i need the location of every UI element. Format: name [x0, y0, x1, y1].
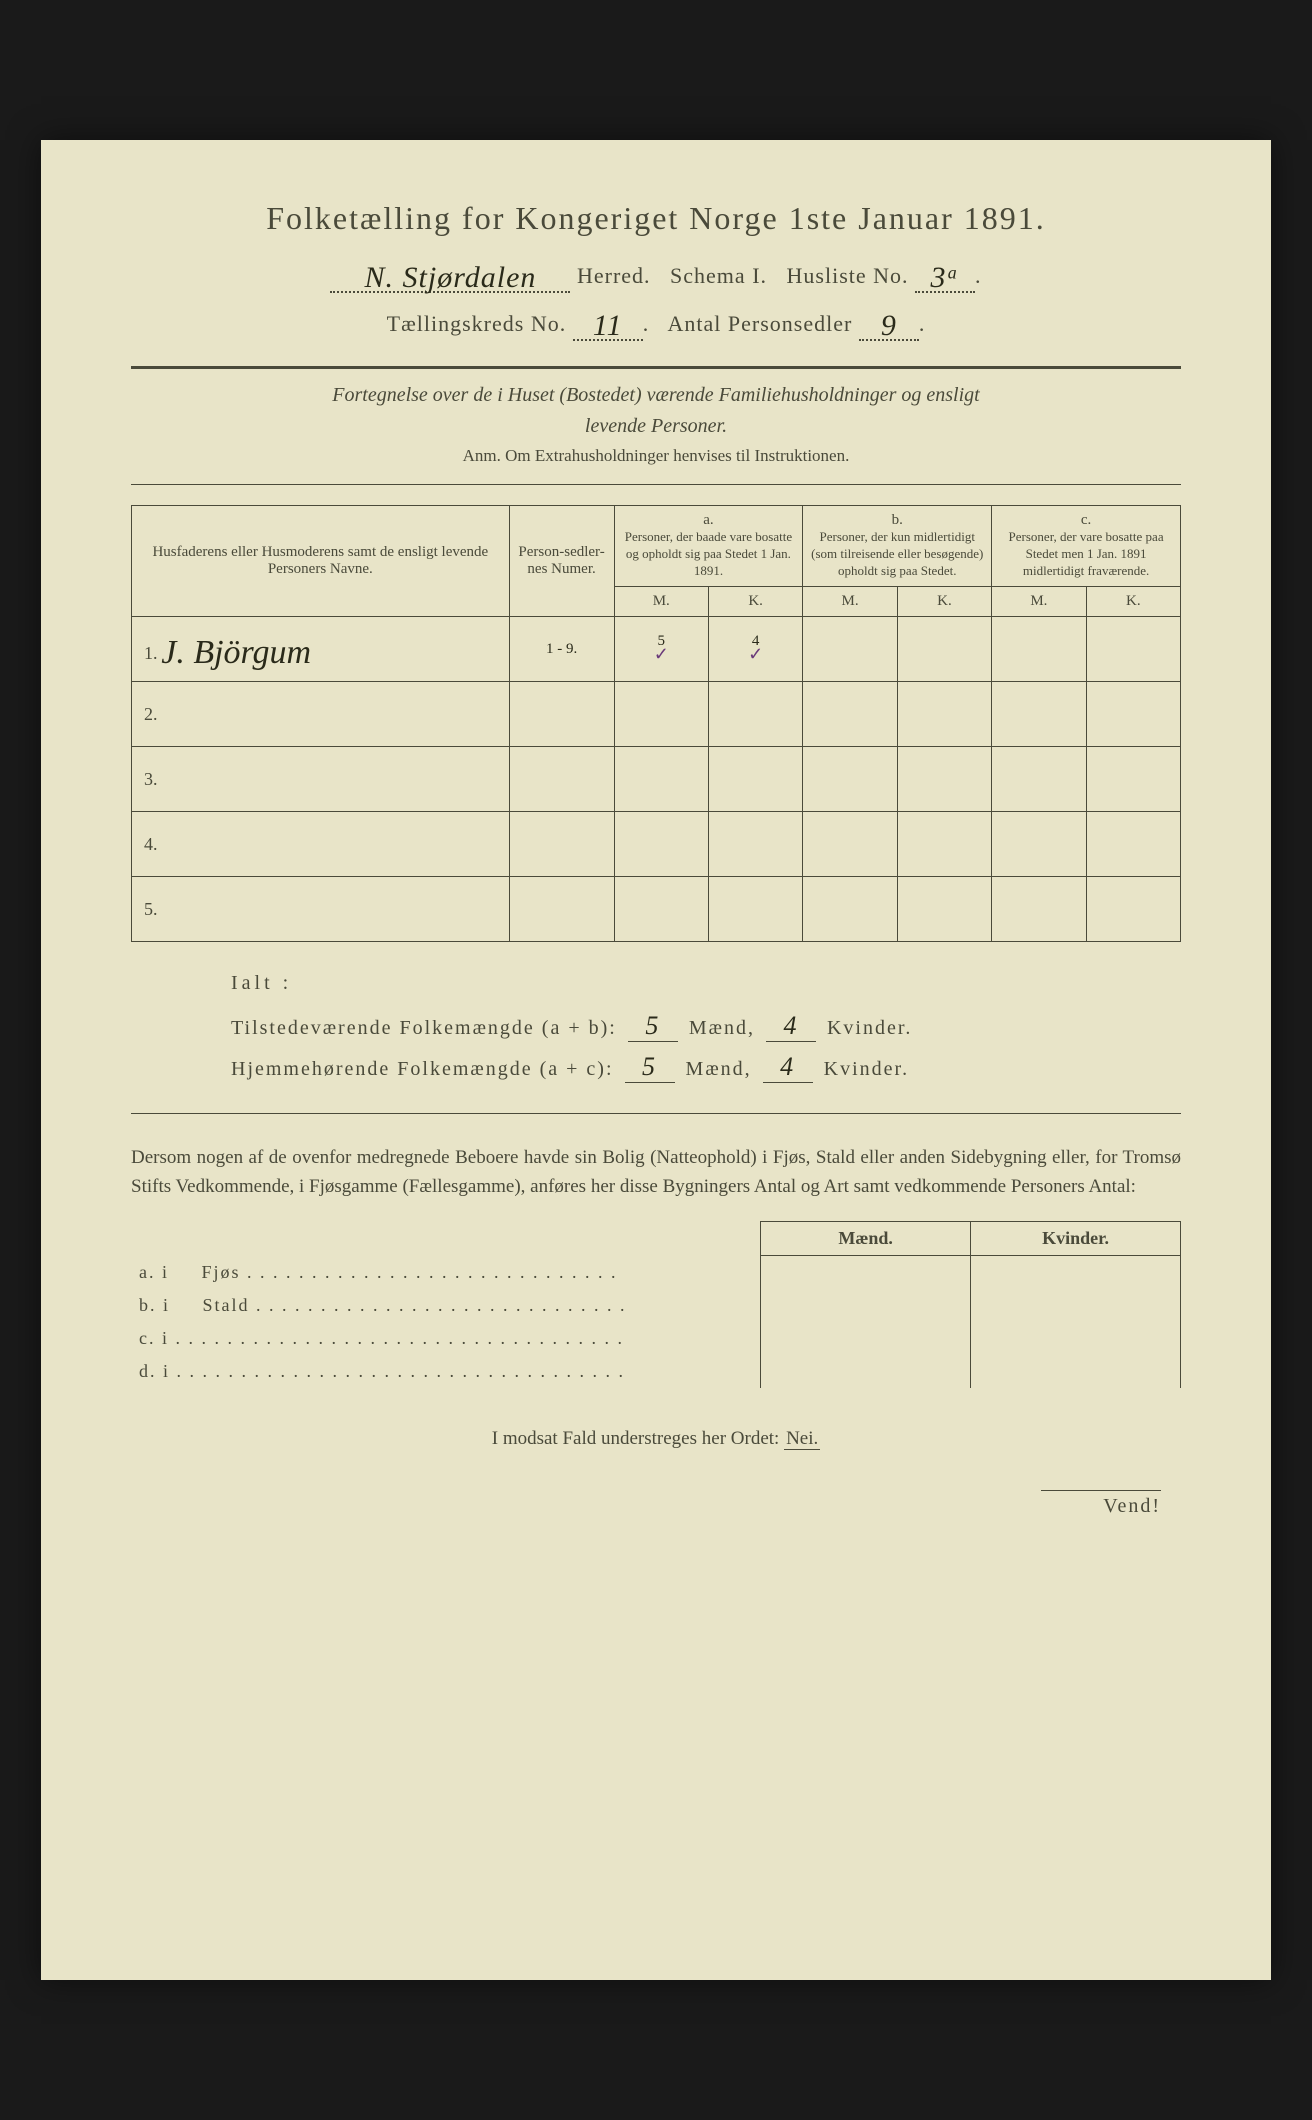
sum-line-1: Tilstedeværende Folkemængde (a + b): 5 M… [231, 1011, 1181, 1042]
husliste-value: 3ᵃ [931, 261, 960, 294]
header-line-3: Tællingskreds No. 11. Antal Personsedler… [131, 305, 1181, 341]
row1-ck [1086, 617, 1180, 682]
table-row: 1. J. Björgum 1 - 9. 5✓ 4✓ [132, 617, 1181, 682]
sum-line-2: Hjemmehørende Folkemængde (a + c): 5 Mæn… [231, 1052, 1181, 1083]
census-form-page: Folketælling for Kongeriget Norge 1ste J… [41, 140, 1271, 1980]
lower-row: c. i . . . . . . . . . . . . . . . . . .… [131, 1322, 1181, 1355]
th-c-k: K. [1086, 587, 1180, 617]
subtitle-2: levende Personer. [131, 415, 1181, 438]
th-num: Person-sedler-nes Numer. [509, 506, 614, 617]
row1-bk [897, 617, 991, 682]
th-b-m: M. [803, 587, 897, 617]
th-a-top: a.Personer, der baade vare bosatte og op… [614, 506, 803, 587]
antal-label: Antal Personsedler [668, 311, 853, 336]
vend-label: Vend! [131, 1490, 1181, 1518]
row1-am: 5✓ [614, 617, 708, 682]
body-paragraph: Dersom nogen af de ovenfor medregnede Be… [131, 1144, 1181, 1201]
th-maend: Mænd. [761, 1222, 971, 1256]
subtitle-1: Fortegnelse over de i Huset (Bostedet) v… [131, 384, 1181, 407]
row1-ak: 4✓ [708, 617, 802, 682]
th-kvinder: Kvinder. [971, 1222, 1181, 1256]
table-row: 2. [132, 682, 1181, 747]
row1-name: J. Björgum [161, 634, 311, 671]
kreds-label: Tællingskreds No. [387, 311, 567, 336]
table-row: 4. [132, 812, 1181, 877]
th-c-top: c.Personer, der vare bosatte paa Stedet … [992, 506, 1181, 587]
th-b-top: b.Personer, der kun midlertidigt (som ti… [803, 506, 992, 587]
th-c-m: M. [992, 587, 1086, 617]
row1-num: 1 - 9. [509, 617, 614, 682]
th-b-k: K. [897, 587, 991, 617]
table-row: 5. [132, 877, 1181, 942]
nei-word: Nei. [784, 1428, 820, 1450]
nei-line: I modsat Fald understreges her Ordet: Ne… [131, 1428, 1181, 1450]
row1-bm [803, 617, 897, 682]
table-row: 3. [132, 747, 1181, 812]
anm-note: Anm. Om Extrahusholdninger henvises til … [131, 446, 1181, 466]
schema-label: Schema I. [670, 263, 767, 288]
kreds-value: 11 [593, 309, 623, 342]
lower-row: d. i . . . . . . . . . . . . . . . . . .… [131, 1355, 1181, 1388]
lower-table: Mænd. Kvinder. a. i Fjøs . . . . . . . .… [131, 1221, 1181, 1388]
header-line-2: N. Stjørdalen Herred. Schema I. Husliste… [131, 257, 1181, 293]
divider-3 [131, 1113, 1181, 1114]
divider-1 [131, 366, 1181, 369]
herred-label: Herred. [577, 263, 651, 288]
th-names: Husfaderens eller Husmoderens samt de en… [132, 506, 510, 617]
antal-value: 9 [881, 309, 897, 342]
th-a-k: K. [708, 587, 802, 617]
row1-cm [992, 617, 1086, 682]
divider-2 [131, 484, 1181, 485]
ialt-section: Ialt : Tilstedeværende Folkemængde (a + … [231, 972, 1181, 1083]
lower-row: a. i Fjøs . . . . . . . . . . . . . . . … [131, 1256, 1181, 1289]
ialt-title: Ialt : [231, 972, 1181, 995]
lower-row: b. i Stald . . . . . . . . . . . . . . .… [131, 1289, 1181, 1322]
main-table: Husfaderens eller Husmoderens samt de en… [131, 505, 1181, 942]
page-title: Folketælling for Kongeriget Norge 1ste J… [131, 200, 1181, 237]
th-a-m: M. [614, 587, 708, 617]
husliste-label: Husliste No. [787, 263, 909, 288]
herred-value: N. Stjørdalen [365, 261, 537, 294]
